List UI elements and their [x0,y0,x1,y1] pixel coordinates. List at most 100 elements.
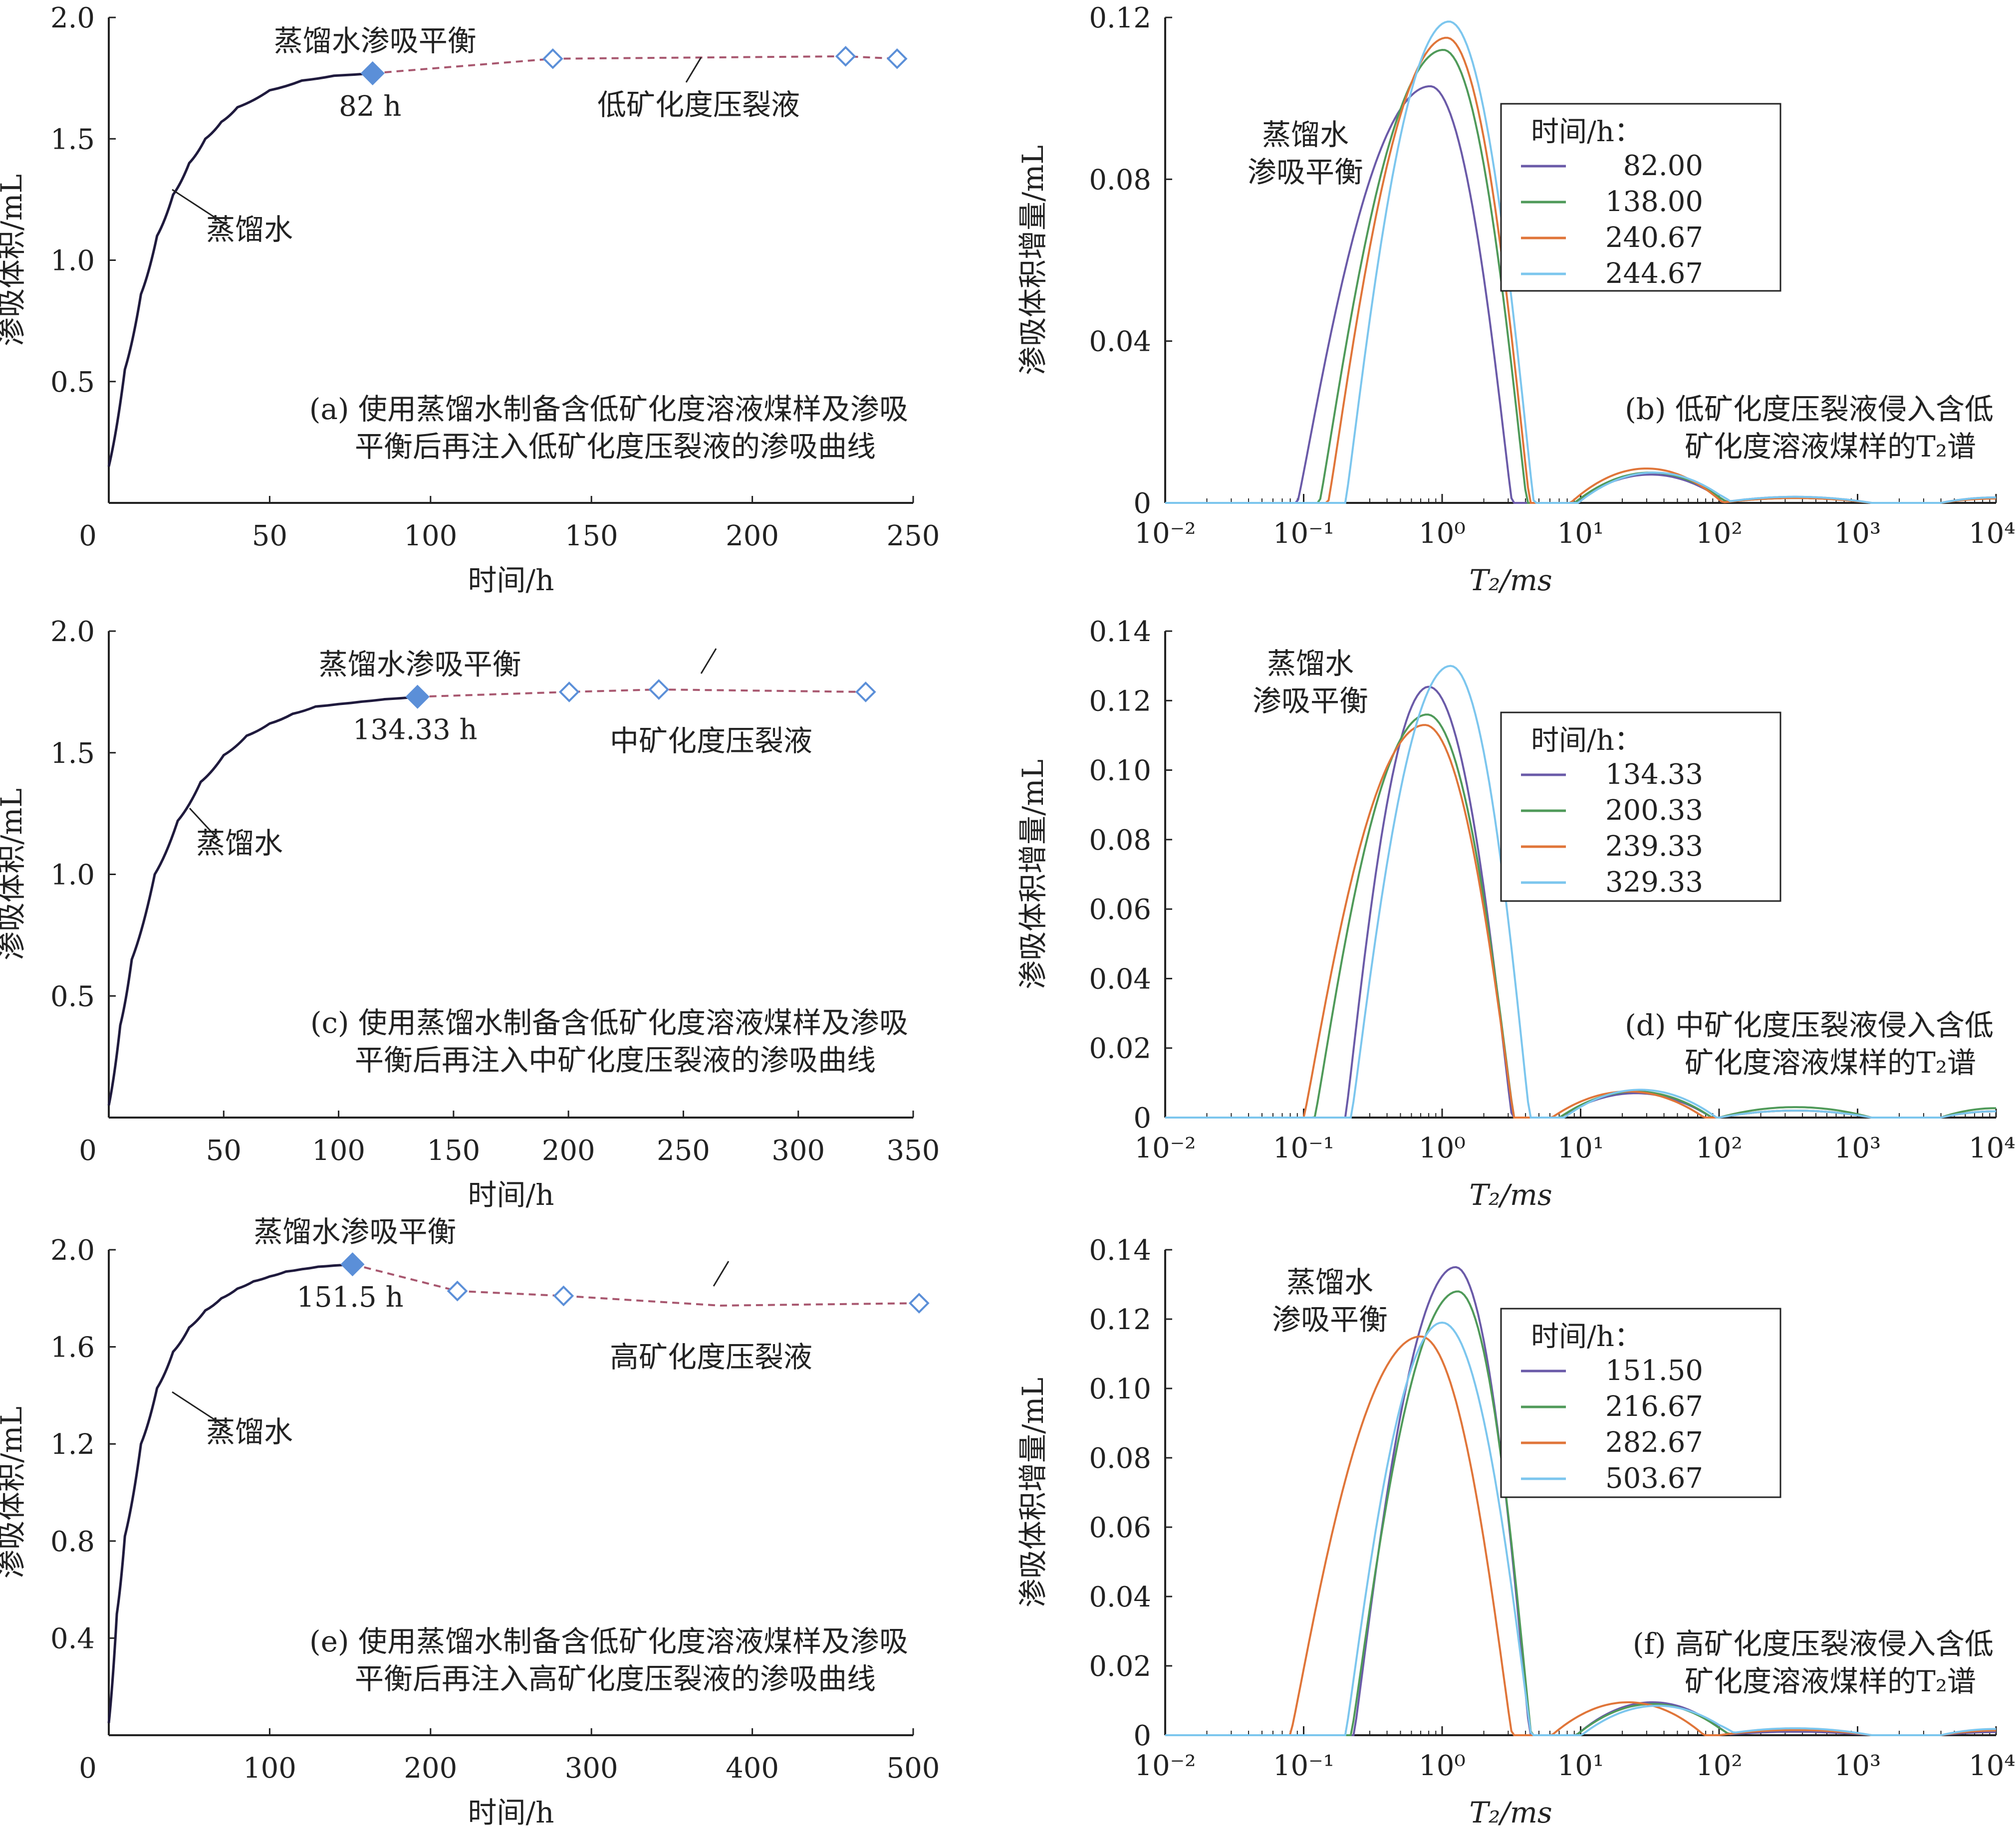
panel-caption-line1: (b) 低矿化度压裂液侵入含低 [1625,392,1994,426]
x-tick-label: 10⁻² [1134,1132,1196,1164]
x-tick-label: 300 [565,1752,618,1785]
x-axis-title: T₂/ms [1469,1178,1552,1212]
y-axis-title: 渗吸体积增量/mL [1016,1377,1050,1607]
panel-caption-line2: 矿化度溶液煤样的T₂谱 [1685,430,1976,463]
fluid-marker [886,48,908,69]
y-tick-label: 0.12 [1089,1304,1151,1336]
panel-b: 10⁻² 10⁻¹ 10⁰ 10¹ 10² 10³ 10⁴ 0 0.04 0.08 0.12 T₂/m… [1016,2,2016,597]
fluid-marker [553,1285,574,1307]
equilibrium-time-label: 134.33 h [353,714,478,746]
equilibrium-marker [340,1252,365,1277]
water-pointer [189,807,221,842]
y-tick-label: 0.5 [50,366,95,399]
legend-label: 240.67 [1605,222,1703,254]
x-tick-label: 50 [252,520,287,552]
y-tick-label: 0.14 [1089,1234,1151,1267]
fluid-curve [352,1263,919,1307]
spectrum-annotation-line2: 渗吸平衡 [1253,684,1368,718]
y-tick-label: 1.0 [50,859,95,892]
y-tick-label: 1.5 [50,123,95,156]
legend-label: 151.50 [1605,1355,1703,1387]
y-axis-title: 渗吸体积/mL [0,174,28,346]
legend-title: 时间/h： [1531,1321,1642,1353]
y-tick-label: 0.08 [1089,1442,1151,1475]
y-tick-label: 2.0 [50,2,95,34]
spectrum-annotation-line2: 渗吸平衡 [1272,1303,1388,1337]
x-tick-label: 100 [312,1135,365,1167]
panel-caption-line2: 矿化度溶液煤样的T₂谱 [1685,1664,1976,1698]
legend-label: 82.00 [1623,150,1703,182]
legend-box [1500,1308,1781,1498]
water-annotation: 蒸馏水 [206,1415,293,1449]
y-tick-label: 1.2 [50,1428,95,1461]
fluid-marker [447,1280,468,1302]
x-tick-label: 200 [542,1135,595,1167]
equilibrium-time-label: 151.5 h [296,1281,403,1314]
panel-caption-line2: 平衡后再注入低矿化度压裂液的渗吸曲线 [355,430,876,463]
x-tick-label: 10² [1696,517,1743,550]
y-tick-label: 0.10 [1089,1373,1151,1405]
panel-e: 0 100 200 300 400 500 0.4 0.8 1.2 1.6 2.0 时间/h 渗吸体积/… [0,1215,940,1830]
panel-caption-line2: 矿化度溶液煤样的T₂谱 [1685,1046,1976,1080]
water-curve [107,1263,353,1723]
y-tick-label: 0.04 [1089,326,1151,358]
legend-label: 200.33 [1605,794,1703,827]
legend-title: 时间/h： [1531,116,1642,148]
y-tick-label: 0.02 [1089,1033,1151,1065]
x-tick-label: 10³ [1834,1750,1881,1782]
y-tick-label: 0.10 [1089,755,1151,787]
equilibrium-label: 蒸馏水渗吸平衡 [253,1215,456,1249]
x-tick-label: 10⁰ [1419,1132,1466,1164]
x-tick-label: 150 [565,520,618,552]
x-tick-label: 50 [206,1135,242,1167]
y-tick-label: 0.5 [50,980,95,1013]
fluid-marker [835,46,856,67]
x-tick-label: 10² [1696,1132,1743,1164]
x-tick-label: 200 [404,1752,457,1785]
y-tick-label: 2.0 [50,1234,95,1267]
x-tick-label: 200 [726,520,779,552]
x-tick-label: 10³ [1834,517,1881,550]
water-curve [107,695,418,1106]
panel-caption-line2: 平衡后再注入中矿化度压裂液的渗吸曲线 [355,1043,876,1077]
panel-caption-line1: (d) 中矿化度压裂液侵入含低 [1625,1008,1994,1042]
panel-a: 0 50 100 150 200 250 0.5 1.0 1.5 2.0 时间/h 渗吸体积/mL 蒸馏… [0,2,940,597]
x-tick-label: 10⁴ [1969,1750,2016,1782]
fluid-annotation: 低矿化度压裂液 [597,88,800,122]
spectrum-annotation-line1: 蒸馏水 [1267,647,1354,681]
y-tick-label: 0.12 [1089,685,1151,717]
fluid-annotation: 中矿化度压裂液 [610,724,812,758]
y-tick-label: 0.12 [1089,2,1151,34]
water-annotation: 蒸馏水 [196,826,283,860]
y-tick-label: 0.06 [1089,894,1151,926]
y-axis-title: 渗吸体积增量/mL [1016,145,1050,375]
fluid-marker [855,682,876,702]
y-tick-label: 1.6 [50,1332,95,1364]
legend-box [1500,711,1781,902]
y-tick-label: 0.8 [50,1526,95,1558]
x-tick-label: 500 [887,1752,940,1785]
x-tick-label: 10⁻² [1134,1750,1196,1782]
x-axis-title: 时间/h [468,563,554,597]
panel-caption-line2: 平衡后再注入高矿化度压裂液的渗吸曲线 [355,1662,876,1696]
panel-d: 10⁻² 10⁻¹ 10⁰ 10¹ 10² 10³ 10⁴ 0 0.02 0.04 0.06 0.08… [1016,616,2016,1212]
equilibrium-label: 蒸馏水渗吸平衡 [274,24,477,58]
x-axis-title: 时间/h [468,1796,554,1830]
y-tick-label: 1.0 [50,245,95,277]
x-tick-label: 250 [887,520,940,552]
equilibrium-marker [360,61,385,86]
x-axis-title: T₂/ms [1469,1796,1552,1830]
y-tick-label: 0 [1133,1720,1151,1752]
x-tick-label: 300 [771,1135,825,1167]
legend-label: 134.33 [1605,758,1703,791]
panel-f: 10⁻² 10⁻¹ 10⁰ 10¹ 10² 10³ 10⁴ 0 0.02 0.04 0.06 0.08… [1016,1234,2016,1830]
legend-label: 244.67 [1605,257,1703,290]
legend-label: 329.33 [1605,866,1703,899]
fluid-curve [417,688,866,698]
spectrum-annotation-line2: 渗吸平衡 [1248,155,1363,189]
legend-box [1500,103,1781,292]
fluid-marker [909,1293,930,1314]
x-tick-label: 10⁴ [1969,517,2016,550]
x-tick-label: 10⁻¹ [1273,517,1334,550]
